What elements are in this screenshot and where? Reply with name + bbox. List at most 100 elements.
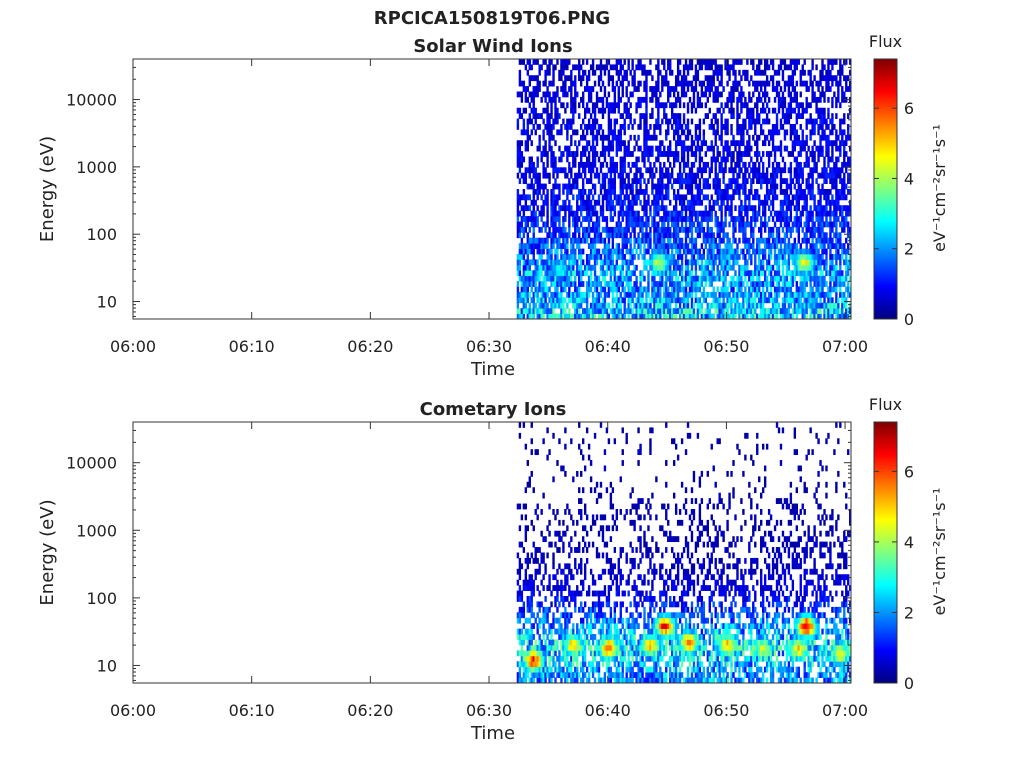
flux-cell (809, 248, 812, 255)
flux-cell (649, 172, 652, 179)
flux-cell (744, 275, 747, 282)
flux-cell (669, 232, 672, 239)
flux-cell (645, 113, 648, 119)
flux-cell (520, 129, 524, 136)
flux-cell (605, 232, 609, 239)
flux-cell (576, 129, 579, 136)
flux-cell (801, 237, 804, 244)
flux-cell (748, 161, 751, 168)
flux-cell (643, 178, 646, 184)
flux-cell (740, 264, 743, 271)
flux-cell (835, 205, 838, 212)
flux-cell (613, 270, 617, 277)
flux-cell (528, 313, 531, 320)
flux-cell (591, 313, 595, 320)
flux-cell (833, 286, 836, 293)
flux-cell (750, 226, 753, 233)
flux-cell (740, 226, 743, 233)
flux-cell (619, 69, 622, 76)
flux-cell (530, 161, 533, 168)
flux-cell (552, 270, 555, 277)
flux-cell (560, 151, 563, 157)
flux-cell (522, 254, 526, 260)
flux-cell (536, 172, 539, 179)
flux-cell (728, 167, 731, 174)
flux-cell (520, 297, 524, 304)
flux-cell (825, 80, 828, 87)
flux-cell (686, 264, 690, 271)
flux-cell (795, 134, 798, 141)
flux-cell (682, 156, 686, 163)
flux-cell (611, 80, 615, 87)
flux-cell (771, 302, 775, 309)
flux-cell (659, 167, 662, 174)
flux-cell (821, 232, 824, 239)
flux-cell (724, 232, 727, 239)
flux-cell (572, 243, 575, 249)
flux-cell (692, 313, 696, 320)
flux-cell (728, 205, 731, 212)
flux-cell (599, 183, 603, 190)
flux-cell (528, 270, 531, 277)
flux-cell (734, 291, 737, 298)
flux-cell (627, 226, 630, 233)
flux-cell (680, 221, 684, 228)
flux-cell (587, 275, 591, 282)
flux-cell (744, 243, 747, 249)
flux-cell (760, 248, 763, 255)
flux-cell (607, 183, 611, 190)
flux-cell (787, 102, 791, 109)
flux-cell (779, 172, 783, 179)
flux-cell (722, 178, 725, 184)
flux-cell (649, 243, 652, 249)
flux-cell (671, 167, 674, 174)
flux-cell (736, 172, 739, 179)
flux-cell (572, 313, 575, 320)
flux-cell (645, 199, 648, 206)
flux-cell (744, 172, 747, 179)
flux-cell (765, 259, 769, 266)
flux-cell (761, 107, 765, 114)
flux-cell (524, 248, 528, 255)
flux-cell (621, 124, 624, 130)
flux-cell (639, 270, 642, 277)
flux-cell (587, 86, 591, 92)
flux-cell (589, 281, 593, 287)
flux-cell (793, 248, 797, 255)
flux-cell (548, 118, 551, 125)
flux-cell (696, 145, 700, 152)
flux-cell (783, 275, 787, 282)
flux-cell (746, 237, 749, 244)
flux-cell (631, 64, 634, 71)
flux-cell (597, 96, 601, 103)
flux-cell (621, 64, 624, 71)
flux-cell (744, 205, 747, 212)
flux-cell (651, 107, 654, 114)
flux-cell (516, 291, 520, 298)
flux-cell (746, 178, 749, 184)
flux-cell (724, 156, 727, 163)
flux-cell (694, 286, 698, 293)
flux-cell (684, 275, 688, 282)
flux-cell (750, 167, 753, 174)
flux-cell (767, 151, 771, 157)
flux-cell (609, 161, 613, 168)
flux-cell (799, 172, 802, 179)
flux-cell (795, 129, 798, 136)
flux-cell (684, 226, 688, 233)
flux-cell (783, 161, 787, 168)
flux-cell (619, 210, 622, 217)
flux-cell (791, 129, 795, 136)
flux-cell (671, 102, 674, 109)
flux-cell (758, 134, 761, 141)
flux-cell (748, 270, 751, 277)
flux-cell (659, 281, 662, 287)
flux-cell (674, 243, 678, 249)
flux-cell (621, 199, 624, 206)
flux-cell (532, 102, 535, 109)
flux-cell (552, 308, 555, 314)
flux-cell (633, 221, 636, 228)
flux-cell (625, 172, 628, 179)
flux-cell (760, 216, 763, 222)
flux-cell (676, 96, 680, 103)
